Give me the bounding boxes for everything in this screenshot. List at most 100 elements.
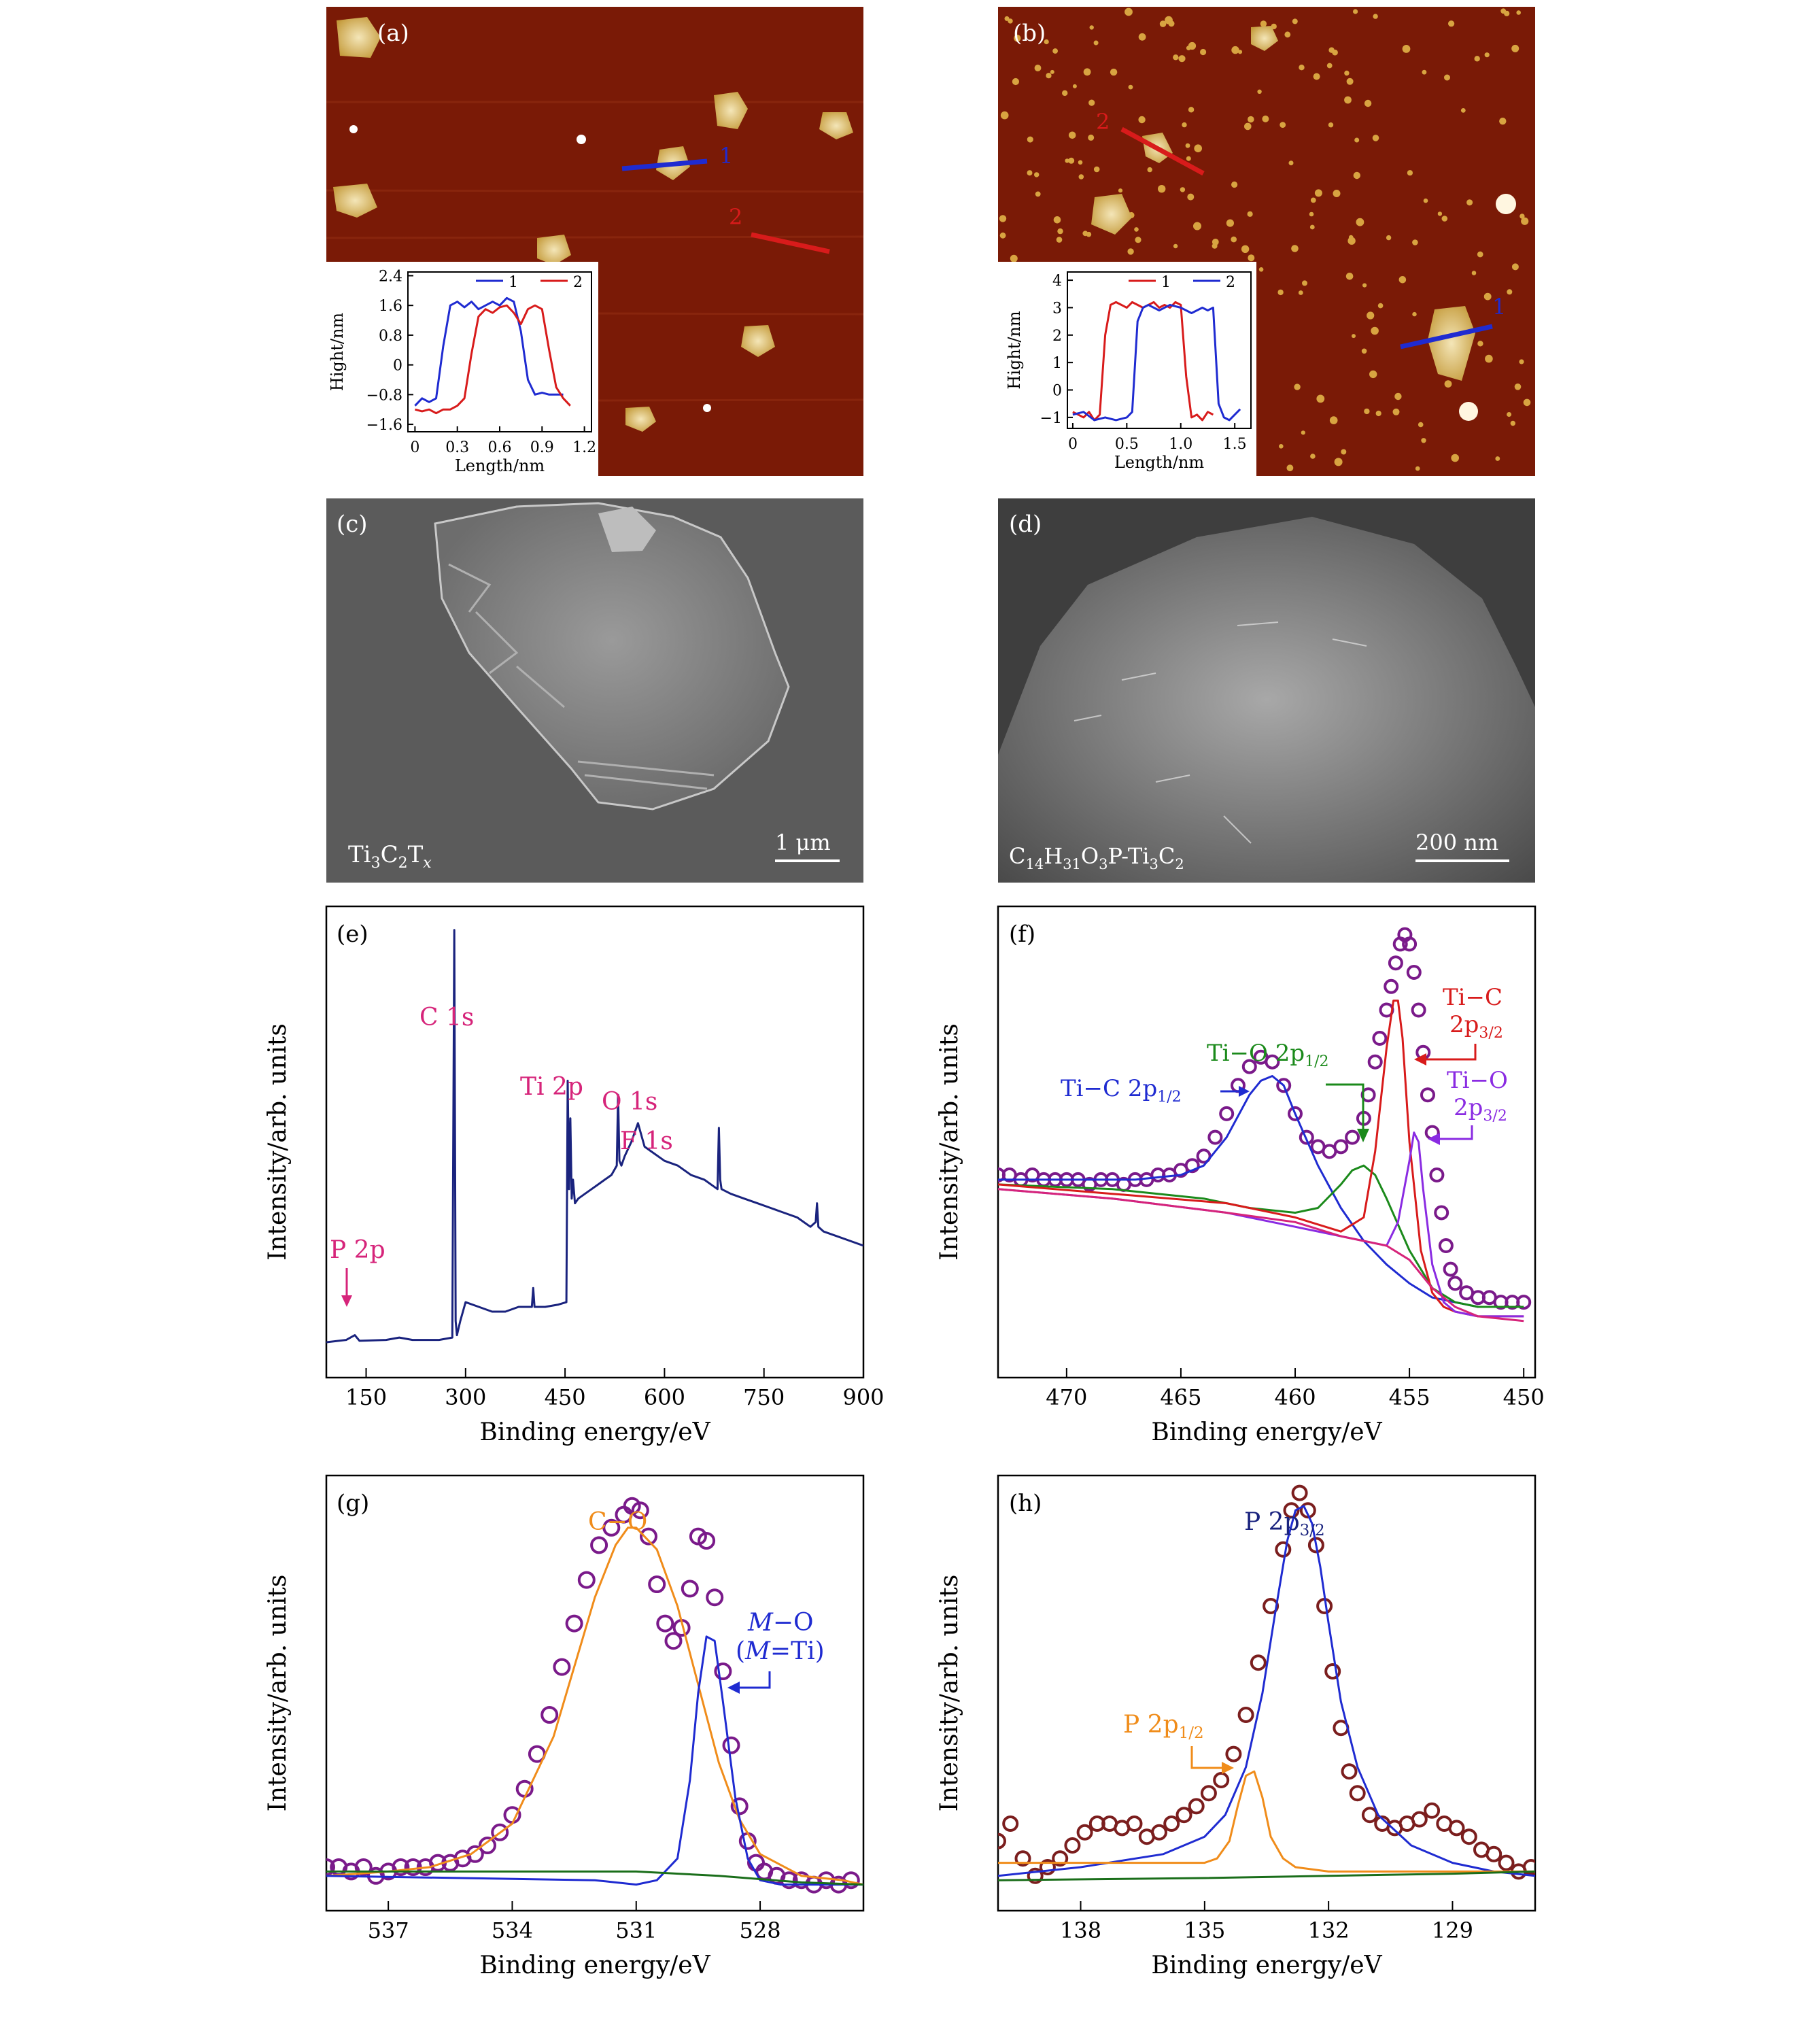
afm-particle bbox=[1422, 69, 1427, 75]
arrowhead-p2p12 bbox=[1222, 1762, 1234, 1774]
afm-particle bbox=[1231, 181, 1238, 188]
afm-particle bbox=[1514, 383, 1522, 390]
afm-particle bbox=[1158, 185, 1166, 193]
afm-particle bbox=[1301, 430, 1305, 435]
data-point bbox=[1486, 1845, 1503, 1862]
afm-particle bbox=[1484, 52, 1490, 58]
afm-particle bbox=[1313, 73, 1320, 80]
afm-particle bbox=[1460, 108, 1466, 113]
afm-particle bbox=[1000, 111, 1009, 120]
afm-b-profile-line-1 bbox=[1400, 324, 1493, 349]
data-point bbox=[681, 1580, 699, 1598]
panel-h-label: (h) bbox=[1009, 1490, 1042, 1517]
data-point bbox=[1064, 1837, 1081, 1854]
data-point bbox=[1219, 1106, 1235, 1121]
panel-g-label: (g) bbox=[337, 1490, 369, 1517]
data-point bbox=[1213, 1772, 1230, 1788]
x-tick-label: 1.2 bbox=[572, 439, 596, 456]
afm-particle bbox=[1068, 157, 1075, 164]
data-point bbox=[689, 1527, 707, 1546]
afm-particle bbox=[1309, 224, 1315, 230]
data-point bbox=[1411, 1811, 1428, 1828]
afm-particle bbox=[1412, 311, 1417, 317]
y-tick-label: 0 bbox=[1052, 383, 1062, 400]
afm-particle bbox=[1377, 303, 1384, 309]
y-tick-label: 0 bbox=[393, 358, 402, 375]
afm-particle bbox=[1034, 172, 1040, 177]
inset-b-chart: 0 0.5 1.0 1.5 4 3 2 1 0 −1 Length/nm Hight/nm 1 2 bbox=[1005, 271, 1252, 472]
data-point bbox=[1276, 1078, 1292, 1093]
afm-particle bbox=[1134, 227, 1139, 232]
afm-particle bbox=[1178, 55, 1186, 63]
afm-particle bbox=[1279, 444, 1284, 449]
data-point bbox=[1039, 1859, 1056, 1875]
data-point bbox=[1188, 1798, 1205, 1815]
x-axis-label: Binding energy/eV bbox=[1151, 1418, 1382, 1446]
arrowhead-tic-2p12 bbox=[1239, 1086, 1250, 1097]
afm-particle bbox=[1345, 273, 1354, 280]
afm-particle bbox=[1352, 334, 1356, 339]
arrow-tio-2p12 bbox=[1326, 1083, 1364, 1132]
afm-particle bbox=[1262, 115, 1269, 122]
x-tick-label: 537 bbox=[368, 1917, 409, 1943]
data-point bbox=[1384, 978, 1399, 994]
afm-b-particles bbox=[999, 7, 1531, 472]
data-point bbox=[1126, 1815, 1143, 1832]
afm-particle bbox=[1507, 289, 1513, 295]
afm-particle bbox=[1127, 248, 1134, 255]
afm-particle bbox=[1147, 167, 1152, 173]
data-point bbox=[1434, 1205, 1449, 1221]
afm-particle bbox=[1367, 311, 1375, 320]
legend-label: 2 bbox=[1226, 274, 1235, 291]
afm-particle bbox=[1348, 235, 1354, 240]
afm-particle bbox=[1316, 394, 1325, 403]
panel-h-chart: 138 135 132 129 Binding energy/eV Intensity/a… bbox=[935, 1474, 1536, 1979]
annot-ti2p: Ti 2p bbox=[520, 1073, 583, 1101]
afm-particle bbox=[1361, 348, 1367, 354]
afm-particle bbox=[1362, 283, 1367, 288]
afm-particle bbox=[1135, 237, 1141, 243]
x-tick-label: 534 bbox=[492, 1917, 533, 1943]
afm-particle bbox=[1062, 90, 1068, 97]
data-point bbox=[577, 1571, 596, 1589]
data-point bbox=[392, 1858, 410, 1876]
panel-f-chart: 470 465 460 455 450 Binding energy/eV Intensit… bbox=[935, 905, 1545, 1446]
annot-o1s: O 1s bbox=[602, 1088, 657, 1116]
afm-particle bbox=[999, 232, 1006, 239]
afm-particle bbox=[1372, 135, 1379, 141]
afm-particle bbox=[1444, 74, 1450, 81]
afm-particle bbox=[1412, 239, 1418, 245]
afm-particle bbox=[1241, 245, 1250, 253]
afm-particle bbox=[1310, 454, 1316, 459]
afm-particle bbox=[1495, 456, 1500, 461]
data-point bbox=[553, 1658, 571, 1676]
afm-particle bbox=[1012, 78, 1019, 86]
sem-c-particle bbox=[434, 502, 790, 811]
x-tick-label: 750 bbox=[743, 1384, 785, 1410]
panel-a: 1 2 (a) 0 0.3 0.6 0.9 1.2 2.4 1.6 0.8 0 −0.8 −1.6 L… bbox=[326, 7, 864, 476]
x-tick-label: 460 bbox=[1274, 1384, 1316, 1410]
afm-particle bbox=[1035, 191, 1041, 197]
afm-particle bbox=[1444, 380, 1452, 388]
afm-particle bbox=[1477, 251, 1483, 258]
afm-particle bbox=[1044, 39, 1049, 45]
afm-particle bbox=[1185, 143, 1190, 148]
y-tick-label: −1.6 bbox=[366, 417, 402, 434]
afm-particle bbox=[1027, 136, 1033, 143]
data-point bbox=[1076, 1824, 1093, 1841]
plot-frame bbox=[1067, 271, 1252, 429]
data-point bbox=[1341, 1763, 1358, 1780]
afm-particle bbox=[1344, 70, 1350, 76]
afm-particle bbox=[1008, 18, 1013, 24]
data-point bbox=[1424, 1802, 1441, 1819]
panel-d-label: (d) bbox=[1009, 511, 1042, 538]
afm-particle bbox=[1332, 49, 1338, 56]
afm-particle bbox=[1138, 116, 1146, 124]
afm-particle bbox=[1441, 216, 1448, 222]
annot-tio-2p12: Ti−O 2p1/2 bbox=[1207, 1040, 1329, 1070]
x-tick-label: 0.9 bbox=[530, 439, 554, 456]
afm-particle bbox=[1451, 454, 1459, 462]
afm-a-profile-line-2 bbox=[751, 232, 830, 254]
afm-particle bbox=[1138, 33, 1146, 41]
series-group bbox=[326, 929, 863, 1344]
